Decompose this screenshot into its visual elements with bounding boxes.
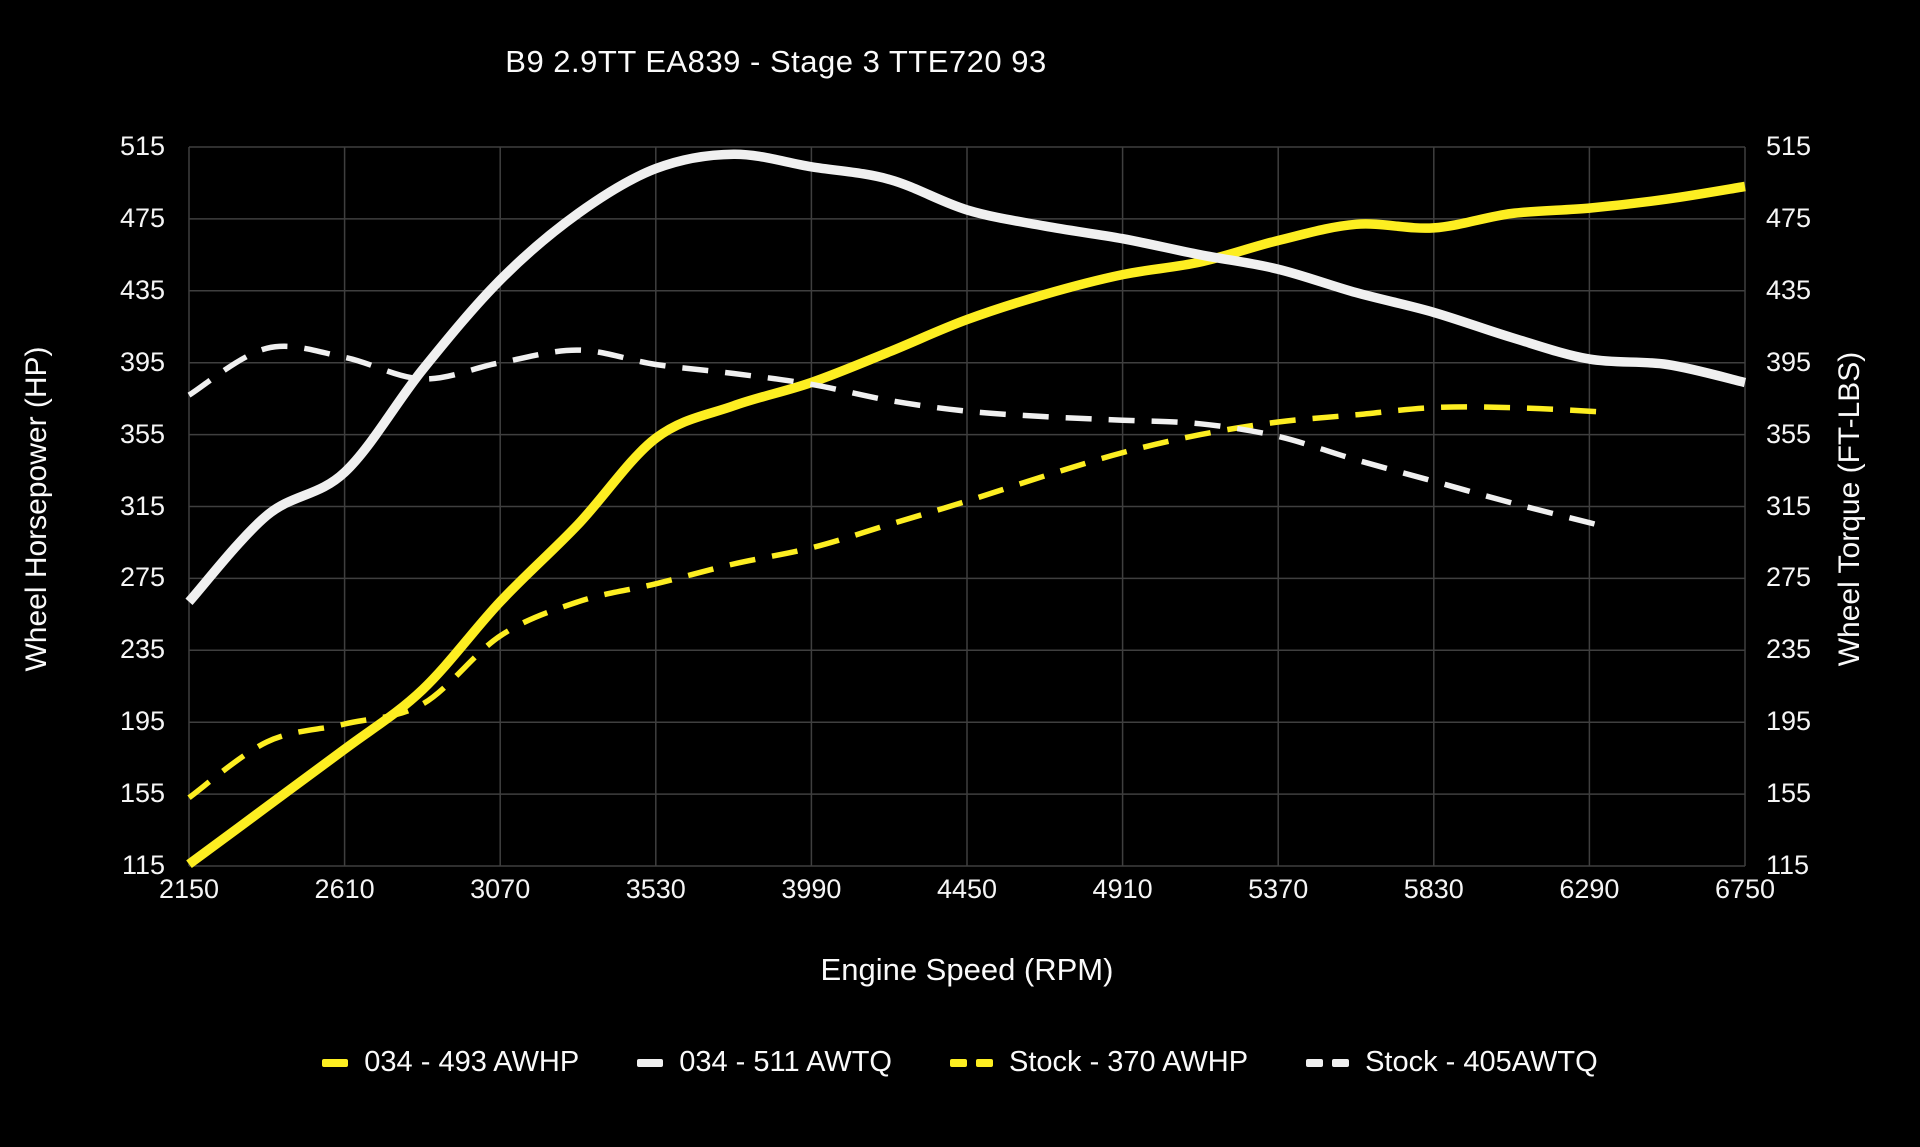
x-tick-3070: 3070	[470, 874, 531, 904]
x-tick-6290: 6290	[1559, 874, 1620, 904]
legend-label: 034 - 511 AWTQ	[679, 1046, 892, 1078]
y-left-tick-315: 315	[119, 490, 165, 521]
legend-item-3: Stock - 405AWTQ	[1306, 1046, 1598, 1079]
legend-dash-segment	[637, 1058, 664, 1067]
y-right-tick-275: 275	[1766, 562, 1812, 593]
y-right-tick-435: 435	[1766, 274, 1812, 305]
y-left-tick-435: 435	[119, 274, 165, 305]
y-right-tick-355: 355	[1766, 418, 1812, 449]
legend-dash-segment	[976, 1058, 993, 1067]
x-tick-2610: 2610	[314, 874, 375, 904]
dashed-line-swatch-icon	[950, 1058, 993, 1067]
y-left-tick-275: 275	[119, 562, 165, 593]
y-left-tick-395: 395	[119, 346, 165, 377]
legend-label: Stock - 405AWTQ	[1365, 1046, 1598, 1078]
grid-lines	[188, 146, 1746, 867]
legend-dash-segment	[322, 1058, 349, 1067]
y-right-tick-315: 315	[1766, 490, 1812, 521]
x-tick-3530: 3530	[625, 874, 686, 904]
y-right-tick-395: 395	[1766, 346, 1812, 377]
legend-item-2: Stock - 370 AWHP	[950, 1046, 1248, 1079]
x-tick-2150: 2150	[158, 874, 220, 904]
x-tick-5370: 5370	[1248, 874, 1309, 904]
y-axis-left-title: Wheel Horsepower (HP)	[20, 346, 53, 672]
y-right-tick-475: 475	[1766, 202, 1812, 233]
x-axis-title: Engine Speed (RPM)	[820, 952, 1114, 987]
curve-series	[185, 149, 1747, 869]
y-right-tick-235: 235	[1766, 634, 1812, 665]
y-left-tick-115: 115	[121, 850, 165, 880]
legend-label: 034 - 493 AWHP	[364, 1046, 580, 1078]
x-tick-3990: 3990	[781, 874, 842, 904]
chart-title: B9 2.9TT EA839 - Stage 3 TTE720 93	[505, 44, 1047, 79]
curve-3-stock-405awtq	[187, 343, 1611, 531]
legend-dash-segment	[1306, 1058, 1324, 1067]
y-left-tick-475: 475	[119, 202, 165, 233]
y-left-tick-235: 235	[119, 634, 165, 665]
legend-item-0: 034 - 493 AWHP	[322, 1046, 579, 1079]
x-tick-4450: 4450	[936, 874, 998, 904]
y-left-tick-515: 515	[119, 131, 165, 161]
legend-dash-segment	[950, 1058, 967, 1067]
y-right-tick-115: 115	[1766, 850, 1810, 880]
x-tick-6750: 6750	[1714, 874, 1776, 904]
solid-line-swatch-icon	[322, 1058, 349, 1067]
chart-legend: 034 - 493 AWHP 034 - 511 AWTQ Stock - 370 …	[0, 1046, 1920, 1079]
legend-dash-segment	[1332, 1058, 1350, 1067]
legend-label: Stock - 370 AWHP	[1009, 1046, 1249, 1078]
curve-1-034-511-awtq	[185, 149, 1747, 605]
y-left-tick-355: 355	[119, 418, 165, 449]
curve-0-034-493-awhp	[186, 181, 1746, 869]
x-tick-4910: 4910	[1092, 874, 1153, 904]
y-left-tick-195: 195	[119, 706, 165, 737]
y-right-tick-155: 155	[1766, 778, 1812, 809]
solid-line-swatch-icon	[637, 1058, 664, 1067]
x-tick-5830: 5830	[1403, 874, 1464, 904]
legend-item-1: 034 - 511 AWTQ	[637, 1046, 892, 1079]
y-left-tick-155: 155	[119, 778, 165, 809]
y-axis-right-title: Wheel Torque (FT-LBS)	[1833, 351, 1866, 667]
dashed-line-swatch-icon	[1306, 1058, 1350, 1067]
y-right-tick-195: 195	[1766, 706, 1812, 737]
y-right-tick-515: 515	[1766, 131, 1812, 161]
curve-2-stock-370-awhp	[187, 404, 1610, 800]
